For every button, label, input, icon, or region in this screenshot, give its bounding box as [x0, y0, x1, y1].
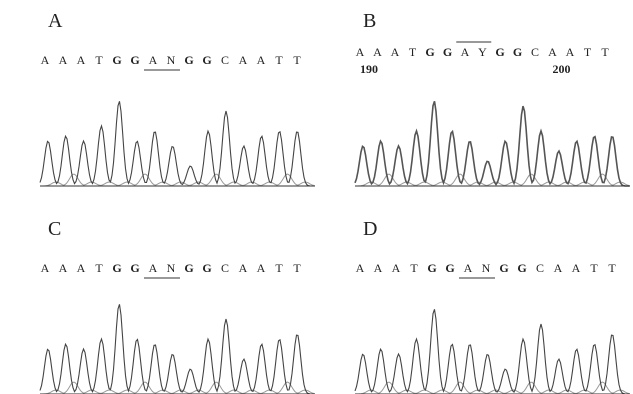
base-letter: A: [391, 45, 400, 59]
trace: [40, 304, 315, 394]
base-letter: A: [257, 261, 266, 275]
trace: [40, 101, 315, 186]
base-letter: A: [373, 45, 382, 59]
base-letter: A: [239, 53, 248, 67]
base-letter: G: [445, 261, 454, 275]
panel-label: A: [48, 10, 63, 32]
figure: AAAATGGANGGCAATTBAAATGGAYGGCAATT190200CA…: [0, 0, 633, 394]
base-letter: A: [77, 261, 86, 275]
base-letter: A: [149, 53, 158, 67]
base-letter: T: [275, 53, 283, 67]
base-letter: N: [167, 261, 176, 275]
base-letter: T: [410, 261, 418, 275]
trace: [355, 309, 630, 394]
base-letter: A: [41, 261, 50, 275]
panel-label: B: [363, 10, 376, 32]
base-letter: G: [427, 261, 436, 275]
base-letter: G: [513, 45, 522, 59]
panel-label: C: [48, 218, 61, 240]
base-letter: C: [221, 261, 229, 275]
base-letter: T: [275, 261, 283, 275]
base-letter: A: [461, 45, 470, 59]
base-letter: G: [112, 261, 121, 275]
base-letter: T: [590, 261, 598, 275]
panel-label: D: [363, 218, 377, 240]
base-letter: A: [149, 261, 158, 275]
base-letter: T: [293, 53, 301, 67]
base-letter: A: [356, 45, 365, 59]
base-letter: G: [130, 53, 139, 67]
base-letter: A: [566, 45, 575, 59]
base-letter: A: [257, 53, 266, 67]
base-letter: G: [184, 261, 193, 275]
base-letter: G: [495, 45, 504, 59]
base-letter: T: [608, 261, 616, 275]
base-letter: C: [221, 53, 229, 67]
base-letter: G: [130, 261, 139, 275]
base-letter: Y: [478, 45, 487, 59]
base-letter: A: [392, 261, 401, 275]
base-letter: G: [184, 53, 193, 67]
base-letter: G: [202, 53, 211, 67]
base-letter: N: [167, 53, 176, 67]
base-letter: A: [374, 261, 383, 275]
base-letter: A: [554, 261, 563, 275]
base-letter: G: [202, 261, 211, 275]
base-letter: N: [482, 261, 491, 275]
position-number: 200: [553, 62, 571, 76]
base-letter: C: [531, 45, 539, 59]
base-letter: G: [499, 261, 508, 275]
base-letter: G: [517, 261, 526, 275]
base-letter: A: [239, 261, 248, 275]
base-letter: A: [41, 53, 50, 67]
base-letter: G: [443, 45, 452, 59]
base-letter: A: [77, 53, 86, 67]
base-letter: T: [409, 45, 417, 59]
base-letter: T: [601, 45, 609, 59]
trace: [355, 101, 630, 186]
position-number: 190: [360, 62, 378, 76]
base-letter: G: [112, 53, 121, 67]
base-letter: A: [464, 261, 473, 275]
base-letter: T: [584, 45, 592, 59]
base-letter: A: [572, 261, 581, 275]
base-letter: C: [536, 261, 544, 275]
base-letter: T: [293, 261, 301, 275]
base-letter: A: [59, 261, 68, 275]
base-letter: T: [95, 261, 103, 275]
base-letter: G: [425, 45, 434, 59]
base-letter: A: [59, 53, 68, 67]
base-letter: A: [548, 45, 557, 59]
page: {"panels": [ {"label": "A", "sequence": …: [0, 0, 633, 394]
base-letter: T: [95, 53, 103, 67]
base-letter: A: [356, 261, 365, 275]
